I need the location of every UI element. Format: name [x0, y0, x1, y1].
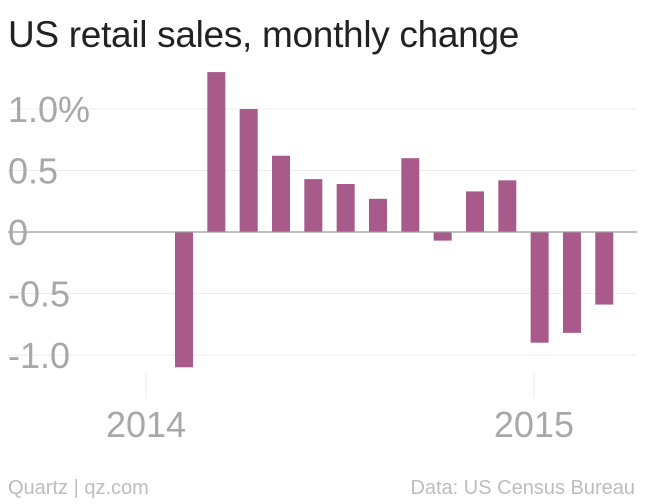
- x-tick-label: 2014: [106, 404, 186, 445]
- source-credit: Quartz | qz.com: [8, 477, 149, 499]
- y-tick-label: -1.0: [8, 335, 70, 376]
- bar-2014-08: [401, 158, 420, 232]
- bar-2014-06: [336, 184, 355, 232]
- bar-2014-03: [239, 109, 258, 232]
- bar-2014-05: [304, 179, 323, 232]
- bar-chart: 1.0% 0.5 0 -0.5 -1.0 2014 2015: [8, 72, 637, 445]
- y-tick-label: 0: [8, 212, 28, 253]
- bar-2014-10: [465, 191, 484, 232]
- data-source: Data: US Census Bureau: [410, 477, 635, 499]
- bar-2014-04: [271, 155, 290, 232]
- bar-2014-11: [498, 180, 517, 232]
- x-tick-label: 2015: [494, 404, 574, 445]
- bar-2014-07: [368, 198, 387, 232]
- y-tick-label: 0.5: [8, 151, 58, 192]
- x-axis-labels: 2014 2015: [106, 404, 574, 445]
- y-axis-labels: 1.0% 0.5 0 -0.5 -1.0: [8, 89, 90, 376]
- y-tick-label: 1.0%: [8, 89, 90, 130]
- bar-2015-02: [595, 232, 614, 305]
- bar-2014-09: [433, 232, 452, 241]
- bar-2015-01: [562, 232, 581, 333]
- y-tick-label: -0.5: [8, 274, 70, 315]
- bar-2014-01: [175, 232, 193, 368]
- bar-series: [175, 72, 614, 368]
- bar-2014-12: [530, 232, 549, 343]
- bar-2014-02: [207, 72, 226, 232]
- chart-title: US retail sales, monthly change: [8, 14, 520, 55]
